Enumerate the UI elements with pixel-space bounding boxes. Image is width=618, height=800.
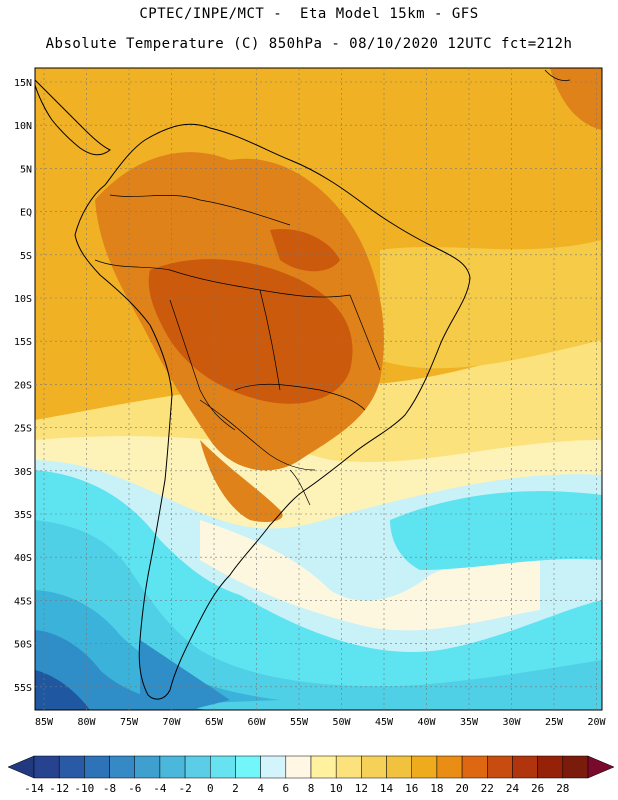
colorbar-swatch [310, 755, 337, 779]
latitude-axis: 15N 10N 5N EQ 5S 10S 15S 20S 25S 30S 35S 40S 45S 50S 5… [14, 78, 32, 694]
title-line-2: Absolute Temperature (C) 850hPa - 08/10/… [45, 36, 573, 52]
longitude-label: 45W [375, 717, 394, 728]
latitude-label: 5N [20, 164, 32, 175]
colorbar-swatch [235, 755, 261, 779]
latitude-label: 20S [14, 380, 32, 391]
longitude-label: 85W [35, 717, 54, 728]
colorbar-tick-label: -12 [49, 782, 70, 795]
colorbar-tick-label: 22 [480, 782, 494, 795]
colorbar-swatch [109, 755, 135, 779]
colorbar-tick-label: 26 [531, 782, 545, 795]
latitude-label: 50S [14, 640, 32, 651]
longitude-label: 55W [290, 717, 309, 728]
colorbar-tick-label: 28 [556, 782, 570, 795]
colorbar-swatch [184, 755, 211, 779]
latitude-label: 10N [14, 121, 32, 132]
colorbar-tick-label: 14 [379, 782, 394, 795]
colorbar-swatch [537, 755, 564, 779]
latitude-label: 40S [14, 553, 32, 564]
latitude-label: 45S [14, 596, 32, 607]
colorbar-swatch [487, 755, 513, 779]
colorbar-tick-label: -14 [24, 782, 44, 795]
temperature-field [35, 68, 602, 710]
colorbar-tick-label: -6 [128, 782, 142, 795]
colorbar-tick-label: 24 [505, 782, 520, 795]
colorbar-swatch [436, 755, 463, 779]
colorbar-swatch [58, 755, 85, 779]
colorbar-swatch [134, 755, 161, 779]
longitude-label: 25W [545, 717, 564, 728]
longitude-label: 80W [77, 717, 96, 728]
colorbar-left-arrow [7, 755, 35, 779]
colorbar-swatch [210, 755, 236, 779]
colorbar-tick-label: -4 [153, 782, 167, 795]
colorbar-swatch [461, 755, 488, 779]
colorbar-swatch [260, 755, 287, 779]
colorbar-tick-label: 10 [329, 782, 343, 795]
colorbar [7, 755, 615, 779]
colorbar-tick-label: -10 [74, 782, 95, 795]
longitude-label: 35W [460, 717, 479, 728]
colorbar-swatch [33, 755, 60, 779]
longitude-label: 65W [205, 717, 224, 728]
colorbar-tick-label: 20 [455, 782, 469, 795]
latitude-label: 15S [14, 337, 32, 348]
colorbar-tick-label: 4 [257, 782, 264, 795]
colorbar-tick-label: 0 [206, 782, 214, 795]
colorbar-swatch [335, 755, 362, 779]
colorbar-swatch [361, 755, 387, 779]
colorbar-swatch [562, 755, 589, 779]
south-america-coastline [74, 123, 471, 700]
longitude-label: 30W [502, 717, 521, 728]
colorbar-tick-label: -2 [178, 782, 192, 795]
map-frame [34, 67, 603, 711]
longitude-label: 40W [417, 717, 436, 728]
latitude-label: EQ [20, 208, 32, 219]
longitude-label: 60W [247, 717, 266, 728]
colorbar-tick-label: 8 [307, 782, 315, 795]
colorbar-swatch [285, 755, 312, 779]
longitude-label: 75W [120, 717, 139, 728]
colorbar-tick-label: 12 [354, 782, 368, 795]
colorbar-tick-label: 2 [232, 782, 239, 795]
colorbar-swatch [512, 755, 538, 779]
graticule [35, 68, 602, 710]
latitude-label: 55S [14, 683, 32, 694]
longitude-label: 50W [332, 717, 351, 728]
colorbar-swatch [159, 755, 186, 779]
colorbar-swatch [386, 755, 412, 779]
colorbar-swatch [84, 755, 110, 779]
central-america-coastline [34, 79, 111, 156]
latitude-label: 10S [14, 294, 32, 305]
caribbean-islands [544, 69, 571, 81]
longitude-axis: 85W 80W 75W 70W 65W 60W 55W 50W 45W 40W 35W 30W 25W 2… [35, 717, 607, 728]
latitude-label: 5S [20, 251, 32, 262]
latitude-label: 15N [14, 78, 32, 89]
latitude-label: 35S [14, 510, 32, 521]
colorbar-tick-label: -8 [102, 782, 117, 795]
longitude-label: 70W [162, 717, 181, 728]
longitude-label: 20W [587, 717, 606, 728]
colorbar-right-arrow [587, 755, 615, 779]
title-line-1: CPTEC/INPE/MCT - Eta Model 15km - GFS [139, 6, 479, 22]
latitude-label: 25S [14, 424, 32, 435]
temperature-map: 15N 10N 5N EQ 5S 10S 15S 20S 25S 30S 35S 40S 45S 50S 5… [14, 67, 607, 728]
colorbar-tick-label: 6 [282, 782, 290, 795]
colorbar-tick-label: 16 [405, 782, 419, 795]
national-borders [94, 194, 381, 506]
latitude-label: 30S [14, 467, 32, 478]
colorbar-tick-label: 18 [430, 782, 444, 795]
colorbar-swatch [411, 755, 438, 779]
